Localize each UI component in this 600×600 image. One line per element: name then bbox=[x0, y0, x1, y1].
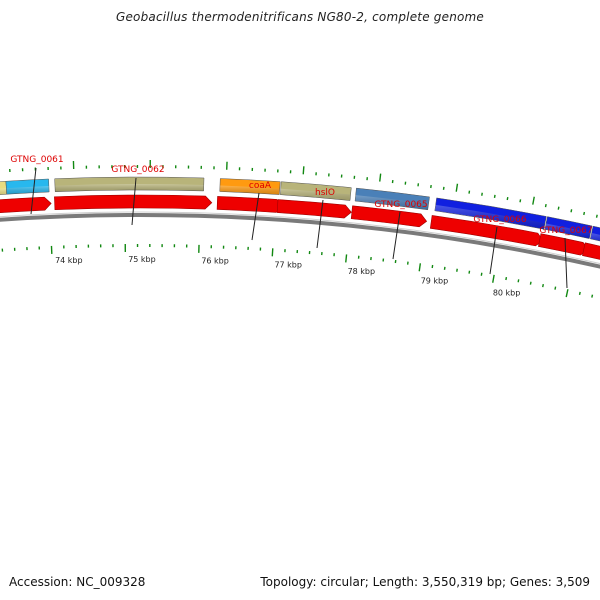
outer-tick bbox=[595, 214, 598, 218]
inner-tick bbox=[542, 284, 544, 288]
outer-tick bbox=[519, 199, 522, 203]
cog-segment-shade bbox=[544, 223, 591, 239]
inner-tick bbox=[480, 272, 483, 276]
inner-tick bbox=[591, 294, 594, 298]
outer-tick bbox=[493, 194, 496, 198]
kbp-tick-marks bbox=[1, 244, 594, 298]
cog-segment-shade bbox=[0, 188, 7, 195]
cog-track[interactable] bbox=[0, 176, 600, 247]
accession-label: Accession: NC_009328 bbox=[9, 575, 146, 589]
gene-label[interactable]: GTNG_0067 bbox=[539, 226, 592, 236]
outer-tick bbox=[570, 209, 573, 213]
inner-tick bbox=[578, 291, 581, 295]
inner-tick bbox=[517, 279, 520, 283]
gene-leader-line bbox=[251, 192, 260, 241]
outer-tick bbox=[302, 166, 305, 175]
cog-segment-shade bbox=[434, 204, 545, 230]
kbp-label: 77 kbp bbox=[274, 260, 302, 269]
gene-leader-line bbox=[489, 226, 498, 275]
kbp-label: 79 kbp bbox=[421, 276, 449, 285]
gene-label[interactable]: GTNG_0061 bbox=[10, 155, 63, 165]
kbp-label: 78 kbp bbox=[348, 267, 376, 276]
cds-arrow bbox=[350, 205, 428, 228]
cog-segment-shade bbox=[590, 232, 600, 242]
cds-arrow bbox=[276, 199, 352, 219]
backbone-line bbox=[0, 213, 600, 269]
cog-segment-shade bbox=[6, 185, 50, 195]
gene-label[interactable]: GTNG_0062 bbox=[111, 165, 164, 175]
kbp-label: 75 kbp bbox=[128, 255, 156, 264]
inner-tick bbox=[565, 289, 569, 298]
outer-tick bbox=[532, 196, 535, 205]
cds-track[interactable] bbox=[0, 194, 600, 264]
cog-segment-shade bbox=[280, 188, 351, 201]
cog-segment-shade bbox=[355, 195, 429, 210]
gene-label[interactable]: hslO bbox=[315, 188, 335, 198]
gene-label[interactable]: GTNG_0065 bbox=[374, 200, 427, 210]
gene-leader-line bbox=[316, 199, 324, 249]
outer-tick bbox=[379, 173, 382, 182]
cds-arrow bbox=[216, 196, 284, 213]
outer-tick bbox=[455, 183, 459, 192]
outer-tick bbox=[583, 211, 586, 216]
genome-title: Geobacillus thermodenitrificans NG80-2, … bbox=[115, 10, 485, 24]
outer-tick bbox=[557, 206, 560, 210]
inner-tick bbox=[554, 286, 557, 290]
cog-segment-shade bbox=[219, 185, 280, 195]
kbp-label: 74 kbp bbox=[55, 256, 83, 265]
kbp-labels: 74 kbp 75 kbp 76 kbp 77 kbp 78 kbp 79 kbp 80 k… bbox=[55, 255, 520, 297]
gene-leader-line bbox=[564, 237, 568, 289]
cds-arrow bbox=[0, 196, 52, 214]
outer-tick bbox=[506, 196, 509, 201]
cds-arrow bbox=[54, 194, 213, 211]
inner-tick bbox=[418, 263, 422, 272]
cds-arrow bbox=[582, 242, 600, 260]
cog-segment-shade bbox=[54, 184, 204, 192]
inner-tick bbox=[529, 281, 532, 285]
outer-tick-marks bbox=[9, 160, 598, 218]
genome-summary: Topology: circular; Length: 3,550,319 bp… bbox=[260, 575, 590, 589]
inner-tick bbox=[492, 274, 495, 283]
backbone-highlight bbox=[0, 211, 600, 265]
gene-leader-line bbox=[131, 177, 137, 226]
gene-label[interactable]: coaA bbox=[249, 181, 272, 191]
gene-leader-line bbox=[30, 167, 37, 215]
gene-label[interactable]: GTNG_0066 bbox=[473, 215, 527, 225]
kbp-label: 76 kbp bbox=[201, 256, 229, 265]
outer-tick bbox=[544, 204, 547, 208]
gene-leader-line bbox=[392, 211, 401, 260]
gene-labels: GTNG_0061 GTNG_0062 coaA hslO GTNG_0065 GTNG_… bbox=[10, 155, 593, 289]
genome-backbone bbox=[0, 211, 600, 269]
kbp-label: 80 kbp bbox=[493, 288, 521, 297]
inner-tick bbox=[505, 276, 508, 281]
inner-tick bbox=[345, 254, 348, 263]
inner-tick bbox=[271, 248, 274, 257]
